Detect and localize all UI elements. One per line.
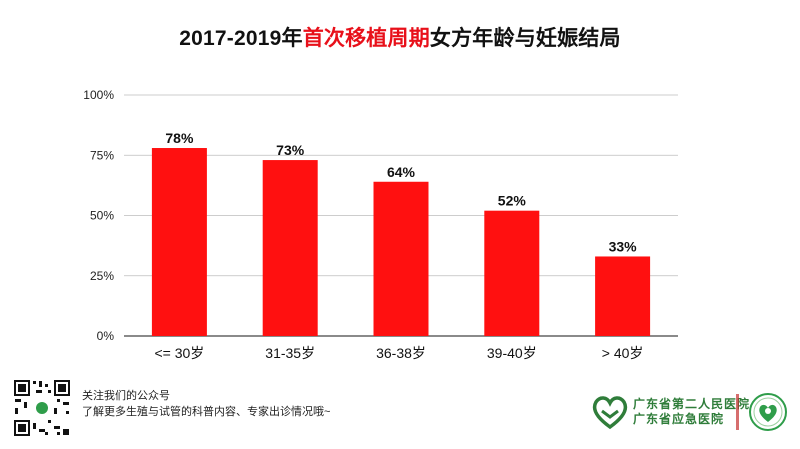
x-tick-label: 36-38岁	[376, 345, 426, 361]
x-tick-label: > 40岁	[602, 345, 644, 361]
title-highlight: 首次移植周期	[302, 27, 430, 50]
bar	[151, 148, 207, 336]
seal-mark	[736, 394, 739, 430]
y-tick-label: 0%	[97, 329, 115, 343]
x-tick-label: 39-40岁	[487, 345, 537, 361]
bar-chart: 0% 25% 50% 75% 100% 78% <= 30岁 73% 31-35岁 64% 36-3…	[83, 88, 678, 361]
bar	[484, 210, 540, 336]
bar	[262, 160, 318, 336]
y-tick-label: 25%	[90, 269, 114, 283]
title-part1: 2017-2019年	[179, 27, 303, 50]
footer-line2: 了解更多生殖与试管的科普内容、专家出诊情况哦~	[82, 406, 331, 418]
data-label: 78%	[165, 130, 194, 146]
hospital-name-2: 广东省应急医院	[633, 412, 725, 426]
data-label: 33%	[609, 238, 638, 254]
center-round-logo-icon	[749, 393, 787, 431]
data-label: 64%	[387, 164, 416, 180]
qr-code-icon	[12, 378, 72, 438]
data-label: 73%	[276, 142, 305, 158]
footer-line1: 关注我们的公众号	[82, 390, 170, 402]
title-part2: 女方年龄与妊娠结局	[429, 27, 621, 50]
bar	[373, 181, 429, 336]
footer-text: 关注我们的公众号 了解更多生殖与试管的科普内容、专家出诊情况哦~	[82, 388, 330, 420]
data-label: 52%	[498, 193, 527, 209]
x-tick-label: <= 30岁	[154, 345, 204, 361]
chart-title: 2017-2019年首次移植周期女方年龄与妊娠结局	[0, 22, 800, 52]
y-tick-label: 100%	[83, 88, 114, 102]
y-tick-label: 75%	[90, 148, 114, 162]
hospital-logo-icon	[592, 396, 628, 430]
hospital-name-1: 广东省第二人民医院	[633, 397, 751, 411]
x-tick-label: 31-35岁	[265, 345, 315, 361]
y-tick-label: 50%	[90, 209, 114, 223]
bar	[595, 256, 651, 336]
hospital-name: 广东省第二人民医院 广东省应急医院	[633, 397, 750, 427]
